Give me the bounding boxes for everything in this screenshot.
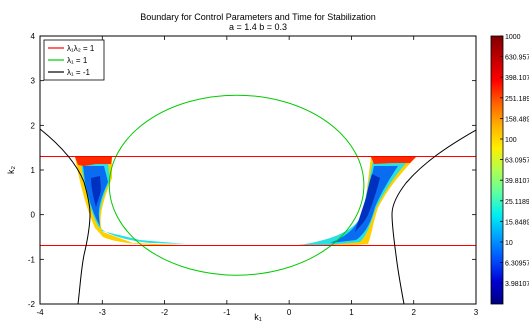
- y-axis-label: k₂: [6, 166, 16, 175]
- y-tick-label: -2: [28, 300, 36, 309]
- lambda1-minus1-right-branch: [391, 129, 476, 304]
- heatmap-left-red: [75, 157, 112, 166]
- x-tick-label: 3: [474, 308, 479, 317]
- colorbar-tick-label: 39.8107: [505, 178, 529, 185]
- y-axis-ticks: -2 -1 0 1 2 3 4: [28, 32, 476, 309]
- heatmap-lobes: [75, 157, 416, 246]
- x-tick-label: -4: [36, 308, 44, 317]
- colorbar-tick-label: 25.1189: [505, 199, 529, 206]
- lambda1-minus1-left-branch: [40, 128, 91, 304]
- colorbar-tick-label: 158.489: [505, 116, 529, 123]
- colorbar-tick-label: 100: [505, 137, 517, 144]
- legend-label: λ₁ = 1: [67, 56, 88, 65]
- colorbar-tick-label: 63.0957: [505, 158, 529, 165]
- y-tick-label: 4: [31, 32, 36, 41]
- x-tick-label: 2: [411, 308, 416, 317]
- chart-title: Boundary for Control Parameters and Time…: [140, 12, 376, 22]
- y-tick-label: 0: [31, 211, 36, 220]
- heatmap-right-red: [371, 157, 416, 164]
- x-tick-label: -1: [223, 308, 231, 317]
- y-tick-label: 1: [31, 166, 36, 175]
- heatmap-left-dark: [91, 176, 101, 207]
- chart-subtitle: a = 1.4 b = 0.3: [229, 22, 287, 32]
- y-tick-label: 2: [31, 121, 36, 130]
- colorbar: [490, 35, 504, 305]
- x-tick-label: 1: [349, 308, 354, 317]
- colorbar-tick-label: 630.957: [505, 55, 529, 62]
- colorbar-tick-label: 3.98107: [505, 281, 529, 288]
- y-tick-label: 3: [31, 77, 36, 86]
- x-tick-label: -3: [99, 308, 107, 317]
- lambda1-eq-1-ellipse: [108, 94, 365, 276]
- legend-label: λ₁λ₂ = 1: [67, 44, 95, 53]
- colorbar-tick-label: 6.30957: [505, 261, 529, 268]
- x-axis-label: k₁: [254, 312, 262, 322]
- colorbar-tick-label: 1000: [505, 34, 521, 41]
- legend: λ₁λ₂ = 1 λ₁ = 1 λ₁ = -1: [43, 39, 105, 81]
- heatmap-right-dark: [355, 174, 380, 232]
- heatmap-right-blue: [330, 166, 398, 243]
- colorbar-tick-label: 15.8489: [505, 219, 529, 226]
- colorbar-ticks: 1000 630.957 398.107 251.189 158.489 100 63.09…: [500, 34, 529, 288]
- x-tick-label: 0: [287, 308, 292, 317]
- x-tick-label: -2: [161, 308, 169, 317]
- x-axis-ticks: -4 -3 -2 -1 0 1 2 3: [36, 36, 479, 317]
- colorbar-tick-label: 398.107: [505, 75, 529, 82]
- y-tick-label: -1: [28, 255, 36, 264]
- boundary-lines: [40, 94, 476, 304]
- legend-label: λ₁ = -1: [67, 68, 90, 77]
- colorbar-tick-label: 10: [505, 240, 513, 247]
- colorbar-tick-label: 251.189: [505, 96, 529, 103]
